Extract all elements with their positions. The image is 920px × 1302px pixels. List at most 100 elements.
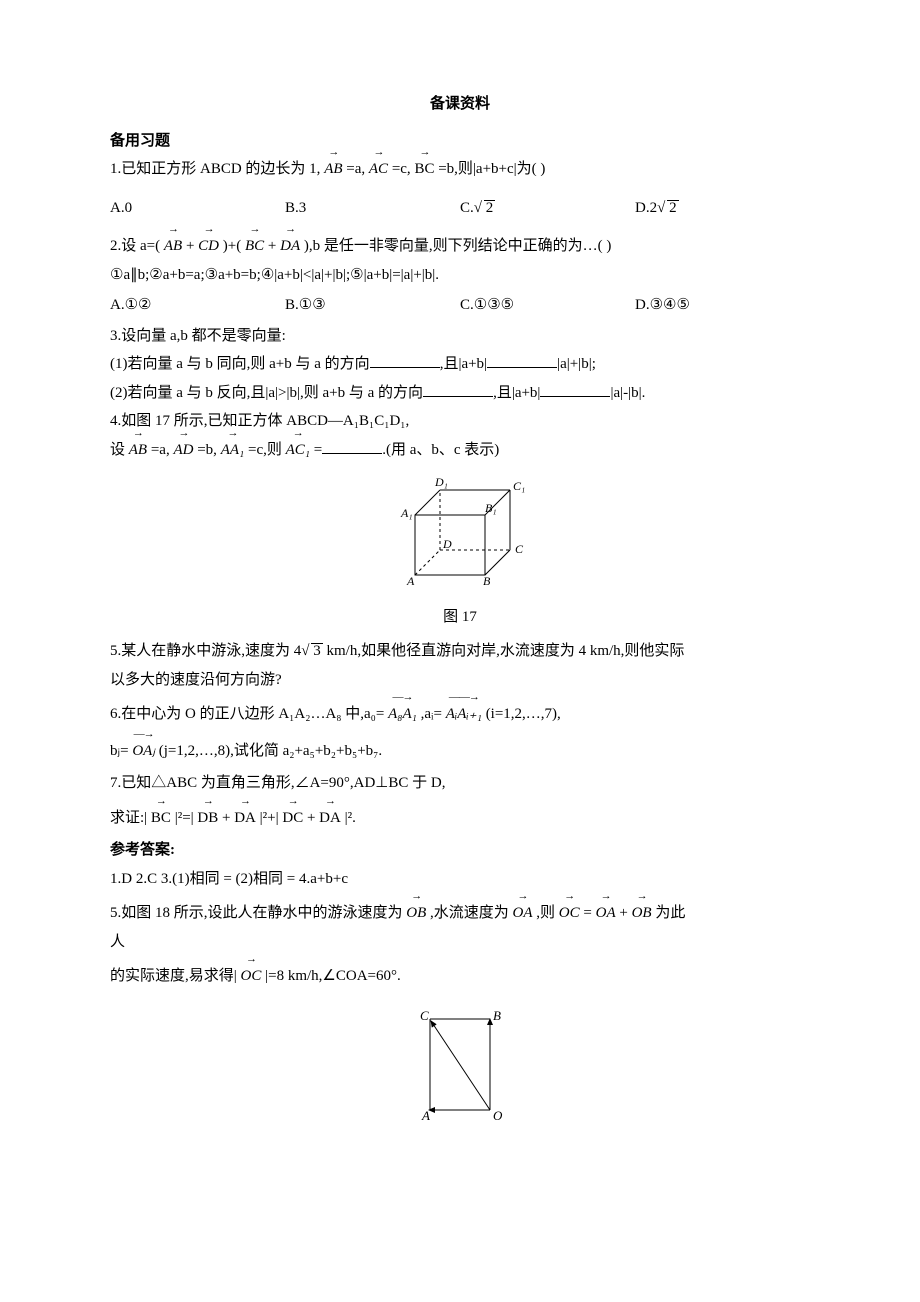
blank [370, 353, 440, 368]
v: OA [513, 905, 533, 921]
q5-pre: 5.某人在静水中游泳,速度为 4 [110, 643, 301, 659]
q6-l2-post: (j=1,2,…,8),试化简 a₂+a₅+b₂+b₅+b₇. [159, 743, 382, 759]
lbl-D1: D₁ [434, 475, 448, 489]
v: DC [282, 810, 303, 826]
q1-optC: C.2 [460, 194, 635, 223]
v: BC [245, 238, 264, 254]
figure-18: A B C O [110, 1005, 810, 1136]
blank [322, 439, 382, 454]
q3-p1-pre: (1)若向量 a 与 b 同向,则 a+b 与 a 的方向 [110, 356, 370, 372]
q4-l2: 设 →AB =a, →AD =b, →AA₁ =c,则 →AC₁ =.(用 a、… [110, 436, 810, 465]
q3-p1: (1)若向量 a 与 b 同向,则 a+b 与 a 的方向,且|a+b||a|+… [110, 350, 810, 379]
section-header: 备用习题 [110, 127, 810, 156]
lbl-B2: B [493, 1008, 501, 1023]
vec-ac: →AC [369, 155, 388, 184]
vec-da2: →DA [234, 804, 256, 833]
q1-pre: 1.已知正方形 ABCD 的边长为 1, [110, 161, 324, 177]
v: DA [280, 238, 300, 254]
q1-options: A.0 B.3 C.2 D.22 [110, 194, 810, 223]
vec-oa2: →OA [596, 899, 616, 928]
v: OC [241, 968, 262, 984]
q2-optC: C.①③⑤ [460, 291, 635, 320]
v: DA [234, 810, 256, 826]
vec-dc: →DC [282, 804, 303, 833]
answers-header: 参考答案: [110, 836, 810, 865]
v: AC₁ [286, 442, 310, 458]
vec-da: →DA [280, 232, 300, 261]
ans-l4-pre: 的实际速度,易求得| [110, 968, 241, 984]
lbl-C: C [515, 542, 524, 556]
t: =a, [151, 442, 174, 458]
v: BC [151, 810, 171, 826]
q6-l1: 6.在中心为 O 的正八边形 A₁A₂…A₈ 中,a₀= —→A₈A₁ ,aᵢ=… [110, 700, 810, 729]
q3-p2-post: |a|-|b|. [610, 385, 645, 401]
lbl-A1: A₁ [400, 506, 413, 520]
q5-l2: 以多大的速度沿何方向游? [110, 666, 810, 695]
vec-a8a1: —→A₈A₁ [388, 700, 417, 729]
q2-options: A.①② B.①③ C.①③⑤ D.③④⑤ [110, 291, 810, 320]
vec-oc: →OC [559, 899, 580, 928]
blank [487, 353, 557, 368]
q7-l1: 7.已知△ABC 为直角三角形,∠A=90°,AD⊥BC 于 D, [110, 769, 810, 798]
vec-db: →DB [197, 804, 218, 833]
ans-l4: 的实际速度,易求得| →OC |=8 km/h,∠COA=60°. [110, 962, 810, 991]
t: 为此 [655, 905, 685, 921]
figure-17: A B C D A₁ B₁ C₁ D₁ 图 17 [110, 470, 810, 631]
vec-ob: →OB [406, 899, 426, 928]
q4-post: .(用 a、b、c 表示) [382, 442, 499, 458]
q1-optD-rad: 2 [667, 200, 679, 216]
vec-aiai1: ——→AᵢAᵢ₊₁ [446, 700, 482, 729]
t: |²=| [175, 810, 198, 826]
q7-pre: 求证:| [110, 810, 151, 826]
rect-svg: A B C O [405, 1005, 515, 1125]
vec-ab: →AB [324, 155, 342, 184]
q1-optA: A.0 [110, 194, 285, 223]
q6-pre: 6.在中心为 O 的正八边形 A₁A₂…A₈ 中,a₀= [110, 706, 388, 722]
q6-l2: bⱼ= —→OAⱼ (j=1,2,…,8),试化简 a₂+a₅+b₂+b₅+b₇… [110, 737, 810, 766]
q6-l2-pre: bⱼ= [110, 743, 132, 759]
q5-rad: 3 [311, 643, 323, 659]
q1-eq2: =c, [392, 161, 415, 177]
t: ,aᵢ= [421, 706, 446, 722]
lbl-B: B [483, 574, 491, 588]
q1-eq1: =a, [346, 161, 369, 177]
vec-ab-label: AB [324, 161, 342, 177]
v: OA [596, 905, 616, 921]
q3-p2-mid: ,且|a+b| [493, 385, 540, 401]
vec-ad: →AD [173, 436, 193, 465]
vec-da3: →DA [319, 804, 341, 833]
v: OC [559, 905, 580, 921]
q1-stem: 1.已知正方形 ABCD 的边长为 1, →AB =a, →AC =c, →BC… [110, 155, 810, 184]
sqrt-icon: 2 [474, 194, 496, 223]
q1-eq3: =b,则|a+b+c|为( ) [438, 161, 545, 177]
vec-bc-label: BC [414, 161, 434, 177]
q2-optB: B.①③ [285, 291, 460, 320]
blank [423, 382, 493, 397]
lbl-C2: C [420, 1008, 429, 1023]
ans-l4-post: |=8 km/h,∠COA=60°. [265, 968, 401, 984]
q2-mid: )+( [223, 238, 245, 254]
q5-mid: km/h,如果他径直游向对岸,水流速度为 4 km/h,则他实际 [323, 643, 685, 659]
vec-oa: →OA [513, 899, 533, 928]
vec-bc: →BC [414, 155, 434, 184]
vec-ab2: →AB [164, 232, 182, 261]
q3-p1-mid: ,且|a+b| [440, 356, 487, 372]
t: =b, [197, 442, 220, 458]
q1-optD: D.22 [635, 194, 810, 223]
q3-p2-pre: (2)若向量 a 与 b 反向,且|a|>|b|,则 a+b 与 a 的方向 [110, 385, 423, 401]
v: CD [198, 238, 219, 254]
v: A₈A₁ [388, 706, 417, 722]
vec-bc3: →BC [151, 804, 171, 833]
cube-svg: A B C D A₁ B₁ C₁ D₁ [385, 470, 535, 590]
vec-oaj: —→OAⱼ [132, 737, 155, 766]
v: AᵢAᵢ₊₁ [446, 706, 482, 722]
v: AB [129, 442, 147, 458]
q2-optD: D.③④⑤ [635, 291, 810, 320]
lbl-A2: A [421, 1108, 430, 1123]
q2-pre: 2.设 a=( [110, 238, 164, 254]
vec-ac1: →AC₁ [286, 436, 310, 465]
v: DB [197, 810, 218, 826]
lbl-O: O [493, 1108, 503, 1123]
t: (i=1,2,…,7), [486, 706, 561, 722]
plus: + [186, 238, 198, 254]
